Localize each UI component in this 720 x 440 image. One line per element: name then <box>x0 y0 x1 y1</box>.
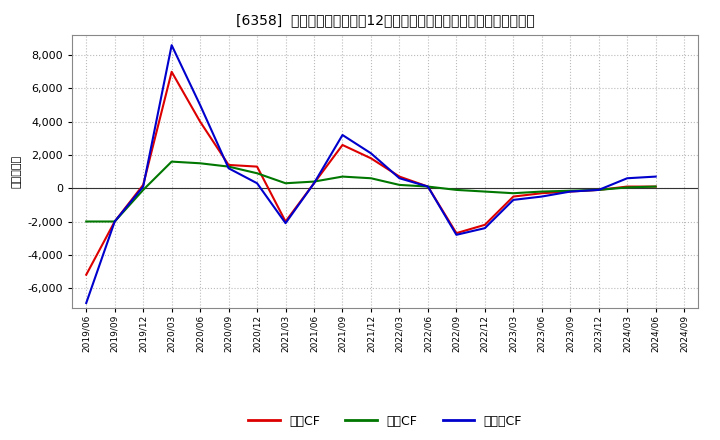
Line: フリーCF: フリーCF <box>86 45 656 303</box>
フリーCF <box>253 180 261 186</box>
投資CF <box>423 184 432 189</box>
営業CF <box>623 184 631 189</box>
営業CF <box>225 162 233 168</box>
営業CF <box>423 184 432 189</box>
Title: [6358]  キャッシュフローの12か月移動合計の対前年同期増減額の推移: [6358] キャッシュフローの12か月移動合計の対前年同期増減額の推移 <box>236 13 534 27</box>
営業CF <box>110 219 119 224</box>
フリーCF <box>452 232 461 238</box>
営業CF <box>310 180 318 186</box>
Y-axis label: （百万円）: （百万円） <box>12 155 22 188</box>
フリーCF <box>139 184 148 189</box>
営業CF <box>167 69 176 74</box>
フリーCF <box>423 184 432 189</box>
フリーCF <box>566 189 575 194</box>
営業CF <box>509 194 518 199</box>
投資CF <box>253 171 261 176</box>
投資CF <box>480 189 489 194</box>
フリーCF <box>310 180 318 186</box>
フリーCF <box>167 43 176 48</box>
投資CF <box>310 179 318 184</box>
投資CF <box>452 187 461 193</box>
営業CF <box>395 174 404 179</box>
フリーCF <box>595 187 603 193</box>
投資CF <box>110 219 119 224</box>
営業CF <box>595 187 603 193</box>
フリーCF <box>480 226 489 231</box>
営業CF <box>480 222 489 227</box>
Line: 投資CF: 投資CF <box>86 161 656 221</box>
投資CF <box>139 187 148 193</box>
投資CF <box>282 180 290 186</box>
営業CF <box>566 189 575 194</box>
投資CF <box>167 159 176 164</box>
営業CF <box>82 272 91 277</box>
営業CF <box>253 164 261 169</box>
投資CF <box>652 184 660 189</box>
フリーCF <box>652 174 660 179</box>
投資CF <box>623 185 631 190</box>
投資CF <box>82 219 91 224</box>
投資CF <box>595 187 603 193</box>
投資CF <box>366 176 375 181</box>
営業CF <box>139 182 148 187</box>
営業CF <box>652 184 660 189</box>
営業CF <box>282 219 290 224</box>
Legend: 営業CF, 投資CF, フリーCF: 営業CF, 投資CF, フリーCF <box>243 410 527 433</box>
フリーCF <box>338 132 347 138</box>
Line: 営業CF: 営業CF <box>86 72 656 275</box>
投資CF <box>566 188 575 193</box>
営業CF <box>338 143 347 148</box>
フリーCF <box>509 197 518 202</box>
フリーCF <box>82 301 91 306</box>
投資CF <box>395 182 404 187</box>
投資CF <box>196 161 204 166</box>
フリーCF <box>196 103 204 108</box>
投資CF <box>338 174 347 179</box>
フリーCF <box>366 150 375 156</box>
フリーCF <box>225 165 233 171</box>
フリーCF <box>282 220 290 226</box>
フリーCF <box>623 176 631 181</box>
営業CF <box>452 231 461 236</box>
営業CF <box>537 191 546 196</box>
投資CF <box>509 191 518 196</box>
投資CF <box>537 189 546 194</box>
フリーCF <box>395 176 404 181</box>
フリーCF <box>110 219 119 224</box>
投資CF <box>225 164 233 169</box>
営業CF <box>366 156 375 161</box>
フリーCF <box>537 194 546 199</box>
営業CF <box>196 119 204 125</box>
